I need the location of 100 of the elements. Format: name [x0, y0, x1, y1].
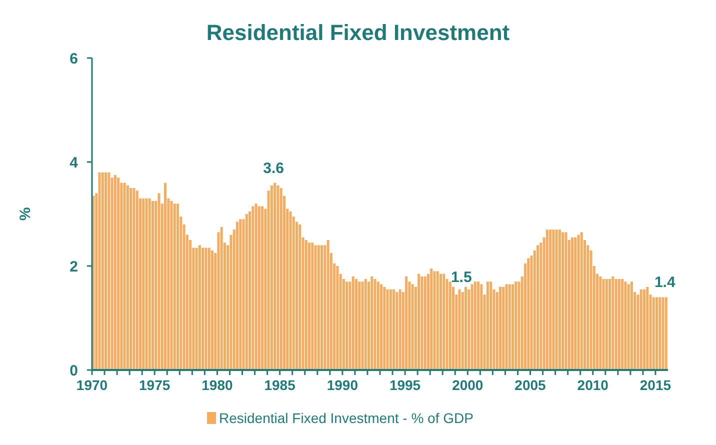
bar — [136, 190, 138, 370]
y-tick-label: 4 — [70, 154, 79, 172]
y-tick-label: 0 — [70, 362, 78, 380]
bar — [574, 237, 577, 370]
bar — [358, 282, 361, 370]
x-tick-label: 1980 — [202, 377, 233, 393]
bar — [396, 292, 398, 370]
bar — [126, 185, 129, 370]
x-tick-label: 1995 — [389, 377, 421, 393]
bar — [176, 204, 180, 370]
bar — [298, 224, 302, 370]
bar — [392, 289, 396, 370]
bar — [280, 188, 282, 370]
bar — [261, 206, 264, 370]
bar — [527, 258, 530, 370]
bar — [376, 282, 380, 370]
bar — [439, 274, 442, 370]
bar — [104, 172, 108, 370]
bar — [502, 286, 505, 370]
annotation: 3.6 — [263, 160, 284, 177]
bar — [570, 237, 574, 370]
bar — [612, 276, 614, 370]
bar — [546, 230, 548, 370]
bar — [364, 279, 367, 370]
bar — [98, 172, 101, 370]
x-tick-label: 2010 — [577, 377, 609, 393]
bar — [580, 232, 583, 370]
bar — [274, 182, 276, 370]
bar — [646, 286, 649, 370]
bar — [326, 240, 330, 370]
bar — [420, 276, 424, 370]
bar — [398, 289, 402, 370]
bar — [158, 193, 160, 370]
bar — [239, 219, 242, 370]
bar — [480, 284, 483, 370]
x-tick-label: 1970 — [76, 377, 108, 393]
bar — [442, 274, 446, 370]
bar — [389, 289, 392, 370]
annotation: 1.4 — [654, 274, 676, 292]
bar — [308, 242, 311, 370]
bar — [577, 234, 580, 370]
bar — [320, 245, 324, 370]
bar — [549, 230, 552, 370]
bar — [642, 289, 646, 370]
bar — [352, 276, 354, 370]
bar — [624, 282, 627, 370]
bar — [605, 279, 608, 370]
bar — [336, 266, 339, 370]
bar — [433, 271, 436, 370]
x-tick-label: 1975 — [139, 377, 170, 393]
bar — [202, 248, 204, 370]
bar — [664, 297, 668, 370]
bar — [386, 289, 389, 370]
bar — [411, 284, 414, 370]
bar — [220, 227, 223, 370]
bar — [117, 178, 120, 370]
bar — [511, 284, 514, 370]
bar — [430, 268, 433, 370]
bar — [477, 282, 480, 370]
bar — [627, 284, 630, 370]
bar — [490, 282, 492, 370]
annotation: 1.5 — [450, 269, 472, 286]
x-tick-label: 2015 — [640, 377, 672, 393]
bar — [655, 297, 658, 370]
bar — [508, 284, 511, 370]
bar — [383, 286, 386, 370]
x-tick-label: 2000 — [452, 377, 484, 393]
x-tick-label: 2005 — [514, 377, 546, 393]
bar — [658, 297, 662, 370]
bar — [370, 276, 374, 370]
bar — [564, 232, 568, 370]
bar — [210, 250, 214, 370]
bar — [448, 282, 452, 370]
bar — [198, 245, 201, 370]
bar — [618, 279, 620, 370]
bar — [236, 222, 239, 370]
bar — [346, 282, 348, 370]
bar — [562, 232, 564, 370]
bar — [142, 198, 145, 370]
bar — [195, 248, 198, 370]
bar — [474, 282, 476, 370]
bar — [164, 182, 167, 370]
bar — [470, 284, 474, 370]
bar — [173, 204, 176, 370]
bar — [514, 282, 518, 370]
x-tick-label: 1990 — [326, 377, 358, 393]
bar — [630, 282, 633, 370]
bar — [602, 279, 605, 370]
bar — [558, 230, 561, 370]
bar — [555, 230, 558, 370]
bar — [621, 279, 624, 370]
bar — [354, 279, 358, 370]
y-tick-label: 6 — [70, 50, 78, 68]
bar — [640, 289, 642, 370]
legend-label: Residential Fixed Investment - % of GDP — [219, 410, 474, 426]
bar — [289, 211, 292, 370]
bar — [314, 245, 317, 370]
chart-title: Residential Fixed Investment — [206, 20, 510, 45]
bar — [208, 248, 210, 370]
bar — [311, 242, 314, 370]
